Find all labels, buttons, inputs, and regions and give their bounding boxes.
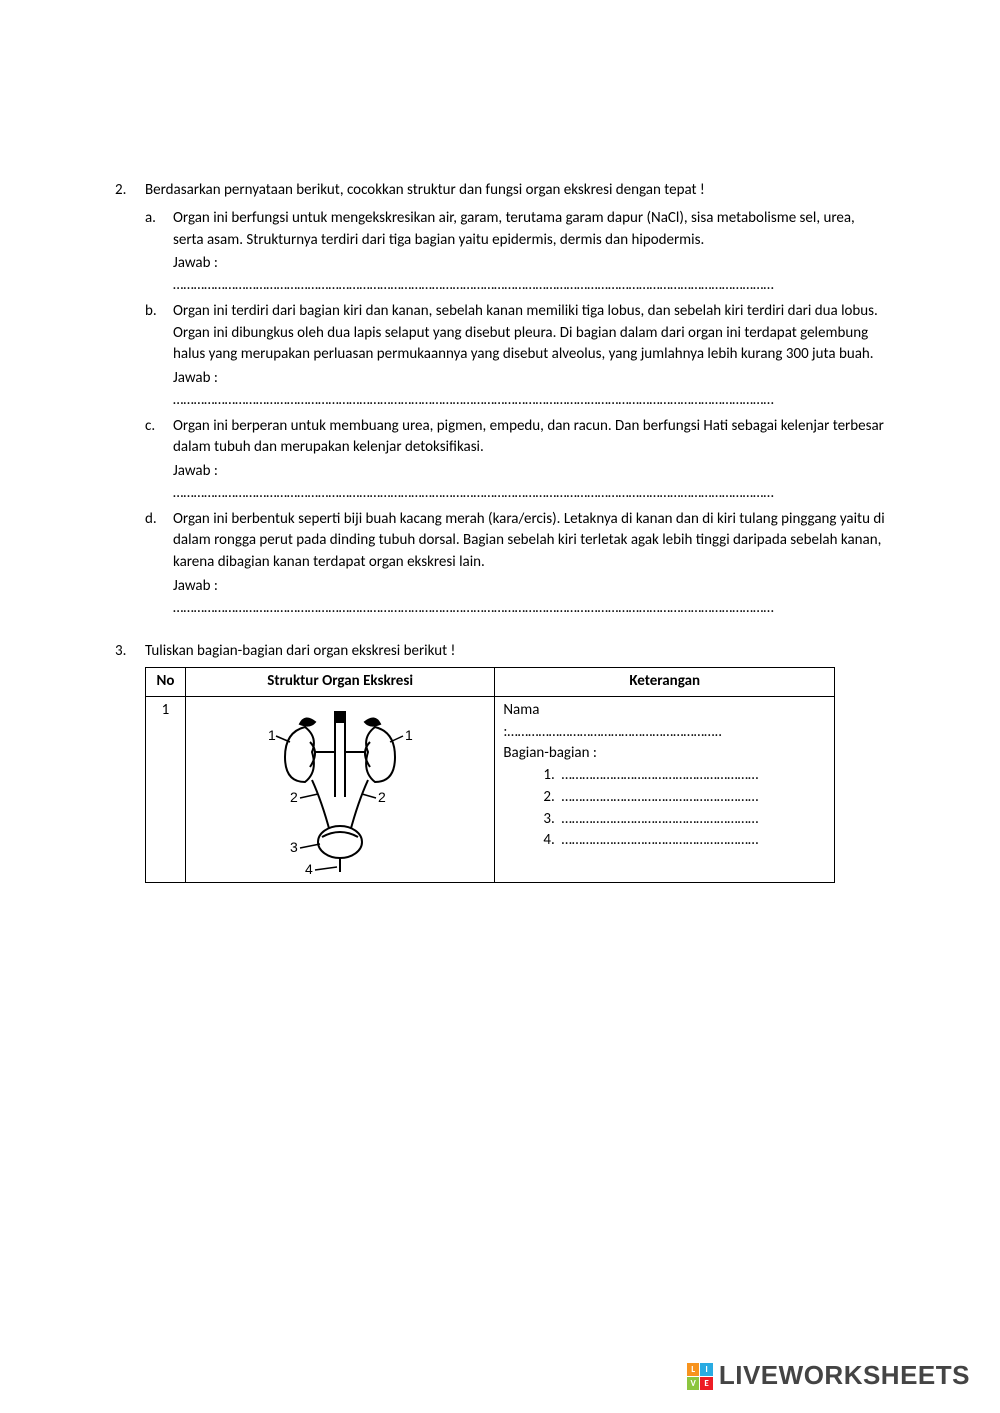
q2d-jawab-label: Jawab : xyxy=(173,576,885,598)
footer-brand: L I V E LIVEWORKSHEETS xyxy=(687,1357,970,1395)
q2b-answer-line[interactable]: …………………………………………………………………………………………………………… xyxy=(173,390,885,412)
ket-nama-label: Nama xyxy=(503,700,826,722)
organ-table: No Struktur Organ Ekskresi Keterangan 1 xyxy=(145,667,835,883)
th-struct: Struktur Organ Ekskresi xyxy=(185,668,494,697)
q2-item-c: c. Organ ini berperan untuk membuang ure… xyxy=(145,416,885,505)
q2a-answer-line[interactable]: …………………………………………………………………………………………………………… xyxy=(173,275,885,297)
q2c-jawab-label: Jawab : xyxy=(173,461,885,483)
th-ket: Keterangan xyxy=(495,668,835,697)
table-row: 1 xyxy=(146,696,835,882)
ket-nama-line[interactable]: …………………………………………………….. xyxy=(507,723,722,741)
q3-number: 3. xyxy=(115,641,145,663)
q2-item-d: d. Organ ini berbentuk seperti biji buah… xyxy=(145,509,885,620)
q2c-text: Organ ini berperan untuk membuang urea, … xyxy=(173,416,885,460)
footer-text: LIVEWORKSHEETS xyxy=(719,1357,970,1395)
urinary-system-diagram: 1 1 2 2 3 4 xyxy=(250,702,430,877)
q2-item-a: a. Organ ini berfungsi untuk mengekskres… xyxy=(145,208,885,297)
q2b-text: Organ ini terdiri dari bagian kiri dan k… xyxy=(173,301,885,366)
question-3: 3. Tuliskan bagian-bagian dari organ eks… xyxy=(115,641,885,883)
liveworksheets-logo-icon: L I V E xyxy=(687,1363,713,1389)
svg-text:2: 2 xyxy=(378,789,386,805)
svg-text:1: 1 xyxy=(405,727,413,743)
svg-text:2: 2 xyxy=(290,789,298,805)
th-no: No xyxy=(146,668,186,697)
svg-text:4: 4 xyxy=(305,861,313,877)
q2c-answer-line[interactable]: …………………………………………………………………………………………………………… xyxy=(173,483,885,505)
bagian-3-line[interactable]: ………………………………………………… xyxy=(562,810,759,828)
q2a-jawab-label: Jawab : xyxy=(173,253,885,275)
bagian-2-line[interactable]: ………………………………………………… xyxy=(562,788,759,806)
svg-text:1: 1 xyxy=(268,727,276,743)
row-ket: Nama :…………………………………………………….. Bagian-bagi… xyxy=(495,696,835,882)
bagian-4-line[interactable]: ………………………………………………… xyxy=(562,831,759,849)
q3-prompt: Tuliskan bagian-bagian dari organ ekskre… xyxy=(145,641,885,663)
q2d-answer-line[interactable]: …………………………………………………………………………………………………………… xyxy=(173,598,885,620)
q2-prompt: Berdasarkan pernyataan berikut, cocokkan… xyxy=(145,180,885,202)
row-struct: 1 1 2 2 3 4 xyxy=(185,696,494,882)
ket-bagian-label: Bagian-bagian : xyxy=(503,743,826,765)
q2d-text: Organ ini berbentuk seperti biji buah ka… xyxy=(173,509,885,574)
q2b-jawab-label: Jawab : xyxy=(173,368,885,390)
q2-number: 2. xyxy=(115,180,145,623)
q2a-text: Organ ini berfungsi untuk mengekskresika… xyxy=(173,208,885,252)
svg-text:3: 3 xyxy=(290,839,298,855)
q2-item-b: b. Organ ini terdiri dari bagian kiri da… xyxy=(145,301,885,412)
question-2: 2. Berdasarkan pernyataan berikut, cocok… xyxy=(115,180,885,623)
row-no: 1 xyxy=(146,696,186,882)
bagian-1-line[interactable]: ………………………………………………… xyxy=(562,766,759,784)
